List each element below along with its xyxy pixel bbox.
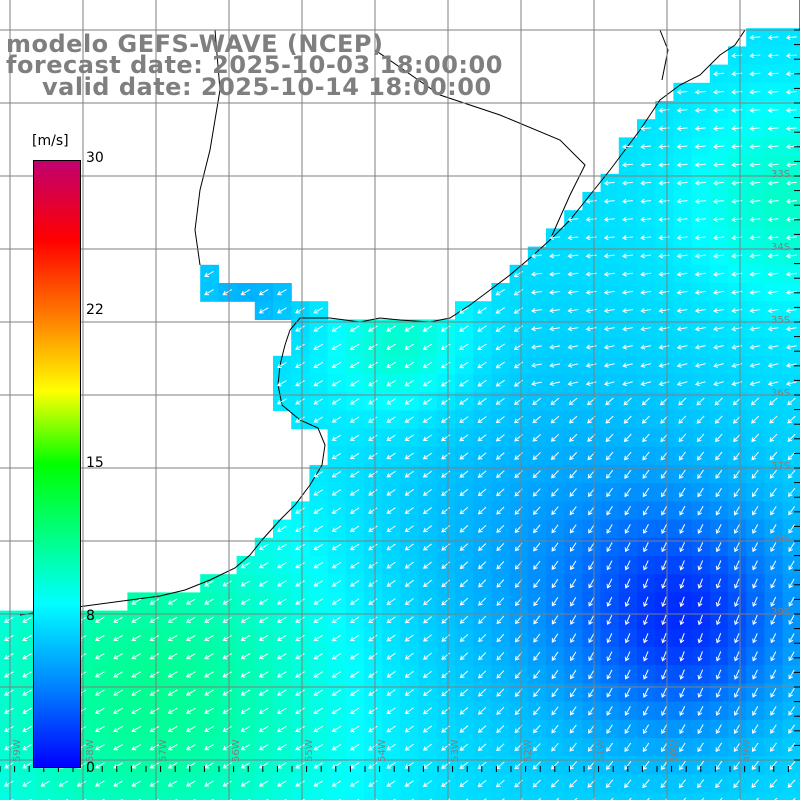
lon-label: 54W bbox=[377, 739, 388, 762]
wind-speed-cell bbox=[600, 792, 620, 800]
colorbar-unit: [m/s] bbox=[32, 133, 69, 149]
wind-speed-cell bbox=[455, 792, 474, 800]
wind-speed-cell bbox=[527, 792, 547, 800]
lat-label: 38S bbox=[771, 534, 790, 545]
wind-arrow bbox=[676, 89, 688, 95]
wind-speed-cell bbox=[764, 792, 784, 800]
lon-label: 55W bbox=[304, 739, 315, 762]
wind-arrow bbox=[712, 71, 724, 77]
wind-arrow bbox=[785, 34, 797, 41]
wind-speed-cell bbox=[728, 792, 747, 800]
wind-speed-cell bbox=[546, 792, 565, 800]
wind-speed-cell bbox=[72, 792, 92, 800]
border-line bbox=[194, 29, 221, 266]
lat-label: 35S bbox=[771, 315, 790, 326]
wind-speed-cell bbox=[618, 792, 638, 800]
wind-speed-cell bbox=[309, 792, 329, 800]
border-line bbox=[659, 29, 669, 81]
wind-speed-cell bbox=[637, 792, 656, 800]
wind-speed-cell bbox=[254, 792, 274, 800]
wind-speed-cell bbox=[436, 792, 456, 800]
wind-arrow bbox=[785, 53, 797, 59]
wind-speed-cell bbox=[163, 792, 183, 800]
lat-label: 37S bbox=[771, 461, 790, 472]
wind-speed-cell bbox=[746, 792, 765, 800]
lon-label: 52W bbox=[523, 739, 534, 762]
colorbar-tick-label: 15 bbox=[86, 455, 104, 471]
lon-label: 51W bbox=[596, 739, 607, 762]
wind-speed-cell bbox=[218, 792, 238, 800]
wind-speed-cell bbox=[182, 792, 201, 800]
border-line bbox=[374, 49, 586, 241]
colorbar-tick-label: 8 bbox=[86, 608, 95, 624]
valid-date: valid date: 2025-10-14 18:00:00 bbox=[42, 73, 492, 101]
wind-arrow bbox=[749, 53, 761, 59]
wind-speed-cell bbox=[782, 792, 800, 800]
wind-arrow bbox=[712, 89, 724, 95]
wind-arrow bbox=[767, 34, 779, 41]
lon-label: 53W bbox=[450, 739, 461, 762]
wind-speed-cell bbox=[582, 792, 602, 800]
wind-speed-cell bbox=[0, 792, 19, 800]
colorbar bbox=[33, 160, 81, 768]
wind-arrow bbox=[658, 107, 670, 113]
wind-speed-cell bbox=[91, 792, 110, 800]
colorbar-tick-label: 0 bbox=[86, 760, 95, 776]
wind-speed-cell bbox=[127, 792, 147, 800]
lon-label: 50W bbox=[669, 739, 680, 762]
wind-arrow bbox=[749, 89, 761, 95]
wind-speed-cell bbox=[364, 792, 383, 800]
wind-speed-cell bbox=[54, 792, 74, 800]
lon-label: 49W bbox=[742, 739, 753, 762]
wind-arrow bbox=[694, 89, 706, 95]
wind-arrow bbox=[785, 89, 797, 95]
lon-label: 57W bbox=[158, 739, 169, 762]
wind-speed-cell bbox=[145, 792, 165, 800]
wind-speed-cell bbox=[36, 792, 56, 800]
wind-speed-cell bbox=[109, 792, 128, 800]
colorbar-tick-label: 22 bbox=[86, 302, 104, 318]
wind-speed-cell bbox=[691, 792, 711, 800]
wind-speed-cell bbox=[655, 792, 674, 800]
wind-speed-cell bbox=[327, 792, 347, 800]
wind-speed-cell bbox=[709, 792, 729, 800]
lat-label: 39S bbox=[771, 607, 790, 618]
wind-speed-cell bbox=[200, 792, 219, 800]
wind-speed-cell bbox=[400, 792, 420, 800]
wind-speed-cell bbox=[509, 792, 529, 800]
wind-speed-cell bbox=[291, 792, 310, 800]
lat-label: 36S bbox=[771, 388, 790, 399]
wind-speed-cell bbox=[491, 792, 511, 800]
wind-speed-cell bbox=[418, 792, 438, 800]
lat-label: 34S bbox=[771, 242, 790, 253]
wind-arrow bbox=[749, 34, 761, 41]
wind-speed-cell bbox=[236, 792, 256, 800]
wind-arrow bbox=[767, 71, 779, 77]
coastline bbox=[19, 0, 800, 616]
wind-speed-cell bbox=[18, 792, 37, 800]
lat-label: 33S bbox=[771, 169, 790, 180]
wind-arrow bbox=[676, 107, 688, 113]
lon-label: 56W bbox=[231, 739, 242, 762]
wind-speed-cell bbox=[473, 792, 492, 800]
wind-speed-cell bbox=[382, 792, 401, 800]
wind-speed-cell bbox=[564, 792, 583, 800]
wind-speed-cell bbox=[673, 792, 693, 800]
wind-speed-cell bbox=[273, 792, 292, 800]
wind-speed-cell bbox=[345, 792, 365, 800]
colorbar-tick-label: 30 bbox=[86, 150, 104, 166]
wind-arrow bbox=[767, 53, 779, 59]
wind-arrow bbox=[749, 71, 761, 77]
wind-arrow bbox=[767, 89, 779, 95]
